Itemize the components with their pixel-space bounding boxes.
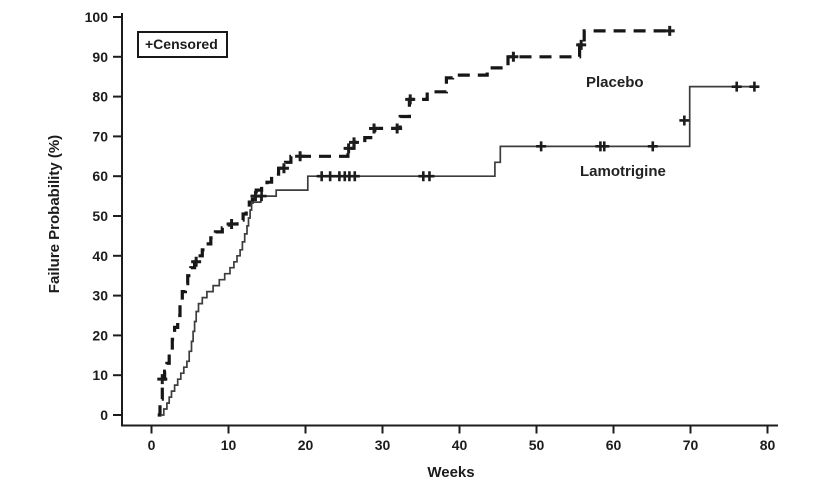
x-tick-label: 80 (760, 437, 776, 453)
y-axis-title: Failure Probability (%) (46, 134, 63, 294)
placebo-censor-marks (157, 25, 675, 385)
y-tick-label: 20 (92, 327, 108, 343)
x-tick-label: 40 (452, 437, 468, 453)
x-tick-label: 70 (683, 437, 699, 453)
y-tick-label: 30 (92, 288, 108, 304)
y-tick-label: 40 (92, 248, 108, 264)
x-axis-title: Weeks (427, 464, 475, 481)
lamotrigine-series-label: Lamotrigine (580, 163, 666, 180)
lamotrigine-censor-marks (256, 81, 760, 202)
y-tick-label: 80 (92, 89, 108, 105)
y-tick-label: 70 (92, 128, 108, 144)
lamotrigine-curve (160, 85, 756, 416)
y-tick-label: 10 (92, 367, 108, 383)
x-tick-label: 60 (606, 437, 622, 453)
x-tick-label: 30 (375, 437, 391, 453)
x-tick-label: 0 (148, 437, 156, 453)
censored-legend: +Censored (137, 31, 228, 58)
y-tick-label: 0 (100, 407, 108, 423)
censored-legend-label: +Censored (145, 36, 218, 52)
placebo-curve (157, 29, 671, 417)
y-tick-label: 50 (92, 208, 108, 224)
y-tick-label: 60 (92, 168, 108, 184)
y-tick-label: 90 (92, 49, 108, 65)
x-tick-label: 50 (529, 437, 545, 453)
x-tick-label: 10 (221, 437, 237, 453)
y-tick-label: 100 (85, 9, 109, 25)
placebo-series-label: Placebo (586, 74, 644, 91)
x-tick-label: 20 (298, 437, 314, 453)
